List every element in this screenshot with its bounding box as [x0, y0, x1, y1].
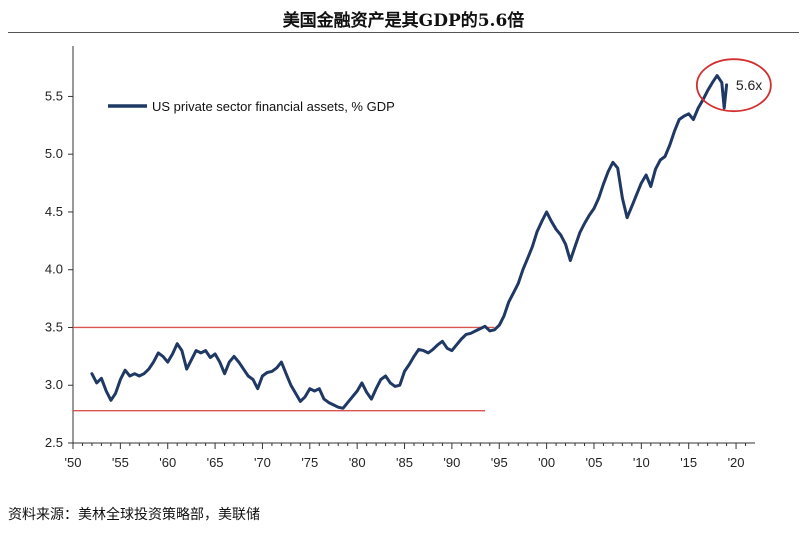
- line-chart: 2.5 3.0 3.5 4.0 4.5 5.0 5.5 '50 '55 '60 '65 '70 '75 '…: [45, 46, 772, 470]
- y-tick-label: 4.5: [45, 204, 63, 219]
- y-tick-label: 3.0: [45, 377, 63, 392]
- y-tick-label: 2.5: [45, 435, 63, 450]
- x-tick-label: '05: [585, 455, 602, 470]
- x-tick-label: '00: [538, 455, 555, 470]
- axes: 2.5 3.0 3.5 4.0 4.5 5.0 5.5 '50 '55 '60 '65 '70 '75 '…: [45, 46, 755, 470]
- series-layer: [90, 74, 729, 410]
- series-line: [90, 74, 729, 410]
- x-tick-label: '10: [633, 455, 650, 470]
- y-tick-label: 3.5: [45, 319, 63, 334]
- chart-title: 美国金融资产是其GDP的5.6倍: [282, 11, 525, 31]
- x-tick-label: '15: [680, 455, 697, 470]
- reference-lines: [73, 326, 495, 412]
- source-note: 资料来源：美林全球投资策略部，美联储: [8, 507, 260, 523]
- x-tick-label: '85: [396, 455, 413, 470]
- highlight-circle: [695, 58, 772, 113]
- x-tick-label: '90: [443, 455, 460, 470]
- annotation: 5.6x: [695, 58, 772, 113]
- x-tick-label: '80: [349, 455, 366, 470]
- annotation-label: 5.6x: [736, 77, 762, 93]
- x-tick-label: '60: [159, 455, 176, 470]
- y-tick-label: 5.5: [45, 88, 63, 103]
- x-tick-label: '50: [65, 455, 82, 470]
- legend-label: US private sector financial assets, % GD…: [152, 99, 395, 114]
- y-tick-label: 4.0: [45, 262, 63, 277]
- x-tick-label: '65: [207, 455, 224, 470]
- x-tick-label: '70: [254, 455, 271, 470]
- y-tick-label: 5.0: [45, 146, 63, 161]
- legend: US private sector financial assets, % GD…: [108, 99, 395, 114]
- x-tick-label: '55: [112, 455, 129, 470]
- title-divider: [8, 32, 799, 33]
- x-tick-label: '75: [301, 455, 318, 470]
- x-tick-label: '20: [728, 455, 745, 470]
- x-tick-label: '95: [491, 455, 508, 470]
